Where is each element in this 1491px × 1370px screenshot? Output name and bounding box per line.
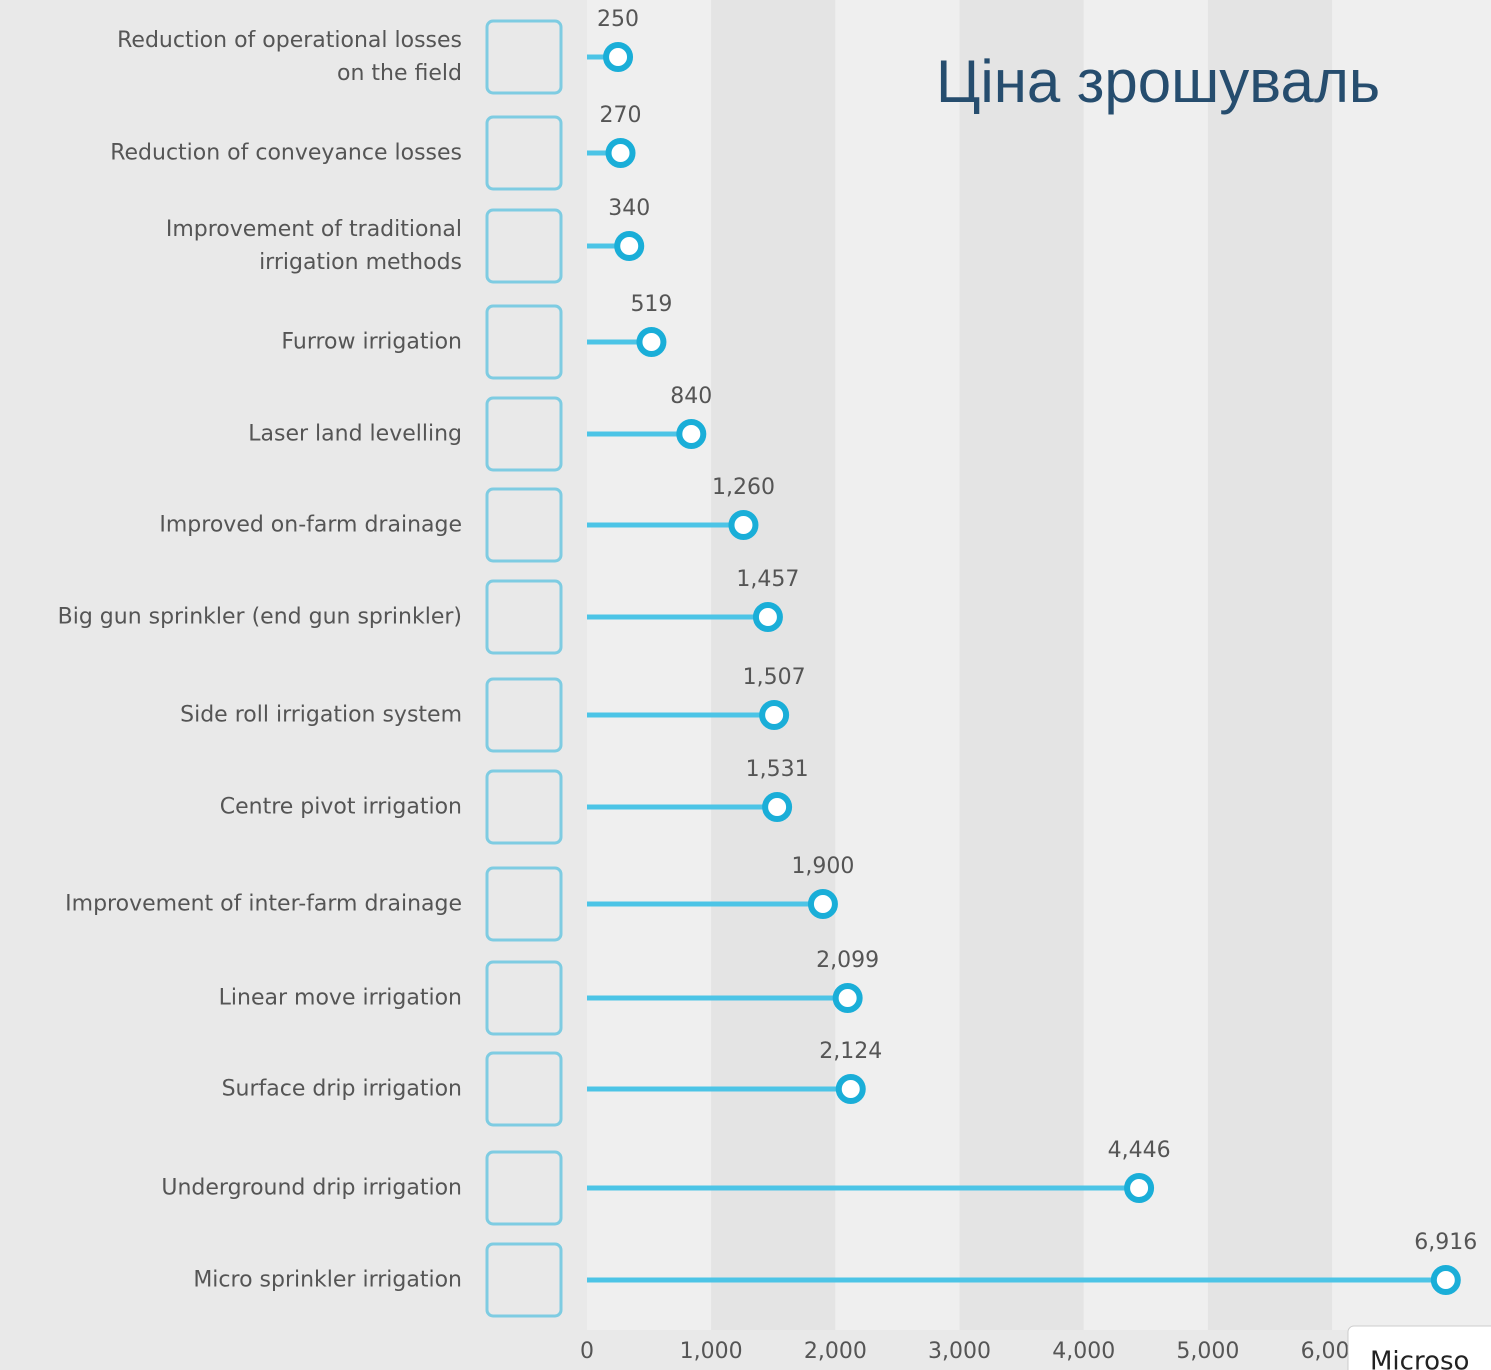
- x-tick-label: 4,000: [1052, 1339, 1115, 1364]
- icon: [485, 866, 563, 942]
- category-label: Improvement of inter-farm drainage: [65, 891, 462, 917]
- category-label: Surface drip irrigation: [221, 1076, 462, 1102]
- tooltip-text: Microso: [1370, 1347, 1469, 1370]
- icon: [485, 304, 563, 380]
- dot: [605, 138, 636, 168]
- value-label: 1,900: [791, 854, 854, 879]
- grid-band: [959, 0, 1084, 1330]
- icon: [485, 769, 563, 845]
- value-label: 2,099: [816, 948, 879, 973]
- dot: [614, 231, 645, 261]
- dot: [835, 1074, 866, 1104]
- category-label: Laser land levelling: [248, 421, 462, 447]
- value-label: 4,446: [1108, 1138, 1171, 1163]
- icon: [485, 115, 563, 191]
- dot: [807, 889, 838, 919]
- category-label: Centre pivot irrigation: [219, 794, 462, 820]
- value-label: 1,531: [746, 757, 809, 782]
- icon: [485, 1051, 563, 1127]
- dot: [832, 983, 863, 1013]
- value-label: 840: [670, 384, 712, 409]
- dot: [762, 792, 793, 822]
- dot: [603, 42, 634, 72]
- grid-band: [1332, 0, 1491, 1330]
- category-label: Reduction of conveyance losses: [110, 140, 462, 166]
- grid-band: [711, 0, 836, 1330]
- marks: 0 1,000 2,000 3,000 4,000 5,000 6,000250270340…: [580, 7, 1491, 1370]
- icon: [485, 677, 563, 753]
- value-label: 1,260: [712, 475, 775, 500]
- icon: [485, 19, 563, 95]
- x-tick-label: 3,000: [928, 1339, 991, 1364]
- icon: [485, 487, 563, 563]
- x-tick-label: 5,000: [1176, 1339, 1239, 1364]
- value-label: 1,457: [736, 567, 799, 592]
- icon: [485, 960, 563, 1036]
- value-label: 270: [600, 103, 642, 128]
- category-label: Improvement of traditional irrigation me…: [165, 217, 462, 275]
- value-label: 250: [597, 7, 639, 32]
- value-label: 1,507: [743, 665, 806, 690]
- chart-title: Ціна зрошуваль: [936, 48, 1380, 115]
- icon: [485, 1242, 563, 1318]
- value-label: 519: [630, 292, 672, 317]
- icon: [485, 396, 563, 472]
- dot: [728, 510, 759, 540]
- value-label: 6,916: [1414, 1230, 1477, 1255]
- x-tick-label: 1,000: [680, 1339, 743, 1364]
- value-label: 2,124: [819, 1039, 882, 1064]
- grid-band: [1207, 0, 1333, 1330]
- grid-band: [835, 0, 960, 1330]
- category-label: Reduction of operational losses on the f…: [117, 28, 462, 86]
- dot: [759, 700, 790, 730]
- dot: [1124, 1173, 1155, 1203]
- dot: [636, 327, 667, 357]
- x-tick-label: 2,000: [804, 1339, 867, 1364]
- category-label: Micro sprinkler irrigation: [193, 1267, 462, 1293]
- icons: [485, 19, 563, 1318]
- category-label: Side roll irrigation system: [180, 702, 462, 728]
- bands: [587, 0, 1491, 1330]
- grid-band: [1083, 0, 1208, 1330]
- category-label: Improved on-farm drainage: [159, 512, 462, 538]
- x-tick-label: 0: [580, 1339, 594, 1364]
- tooltip-box: [1347, 1325, 1491, 1370]
- category-label: Big gun sprinkler (end gun sprinkler): [57, 604, 462, 630]
- icon: [485, 208, 563, 284]
- dot: [752, 602, 783, 632]
- grid-band: [587, 0, 712, 1330]
- category-label: Underground drip irrigation: [161, 1175, 462, 1201]
- icon: [485, 1150, 563, 1226]
- value-label: 340: [608, 196, 650, 221]
- category-label: Furrow irrigation: [281, 329, 462, 355]
- category-label: Linear move irrigation: [218, 985, 462, 1011]
- dot: [1430, 1265, 1461, 1295]
- icon: [485, 579, 563, 655]
- dot: [676, 419, 707, 449]
